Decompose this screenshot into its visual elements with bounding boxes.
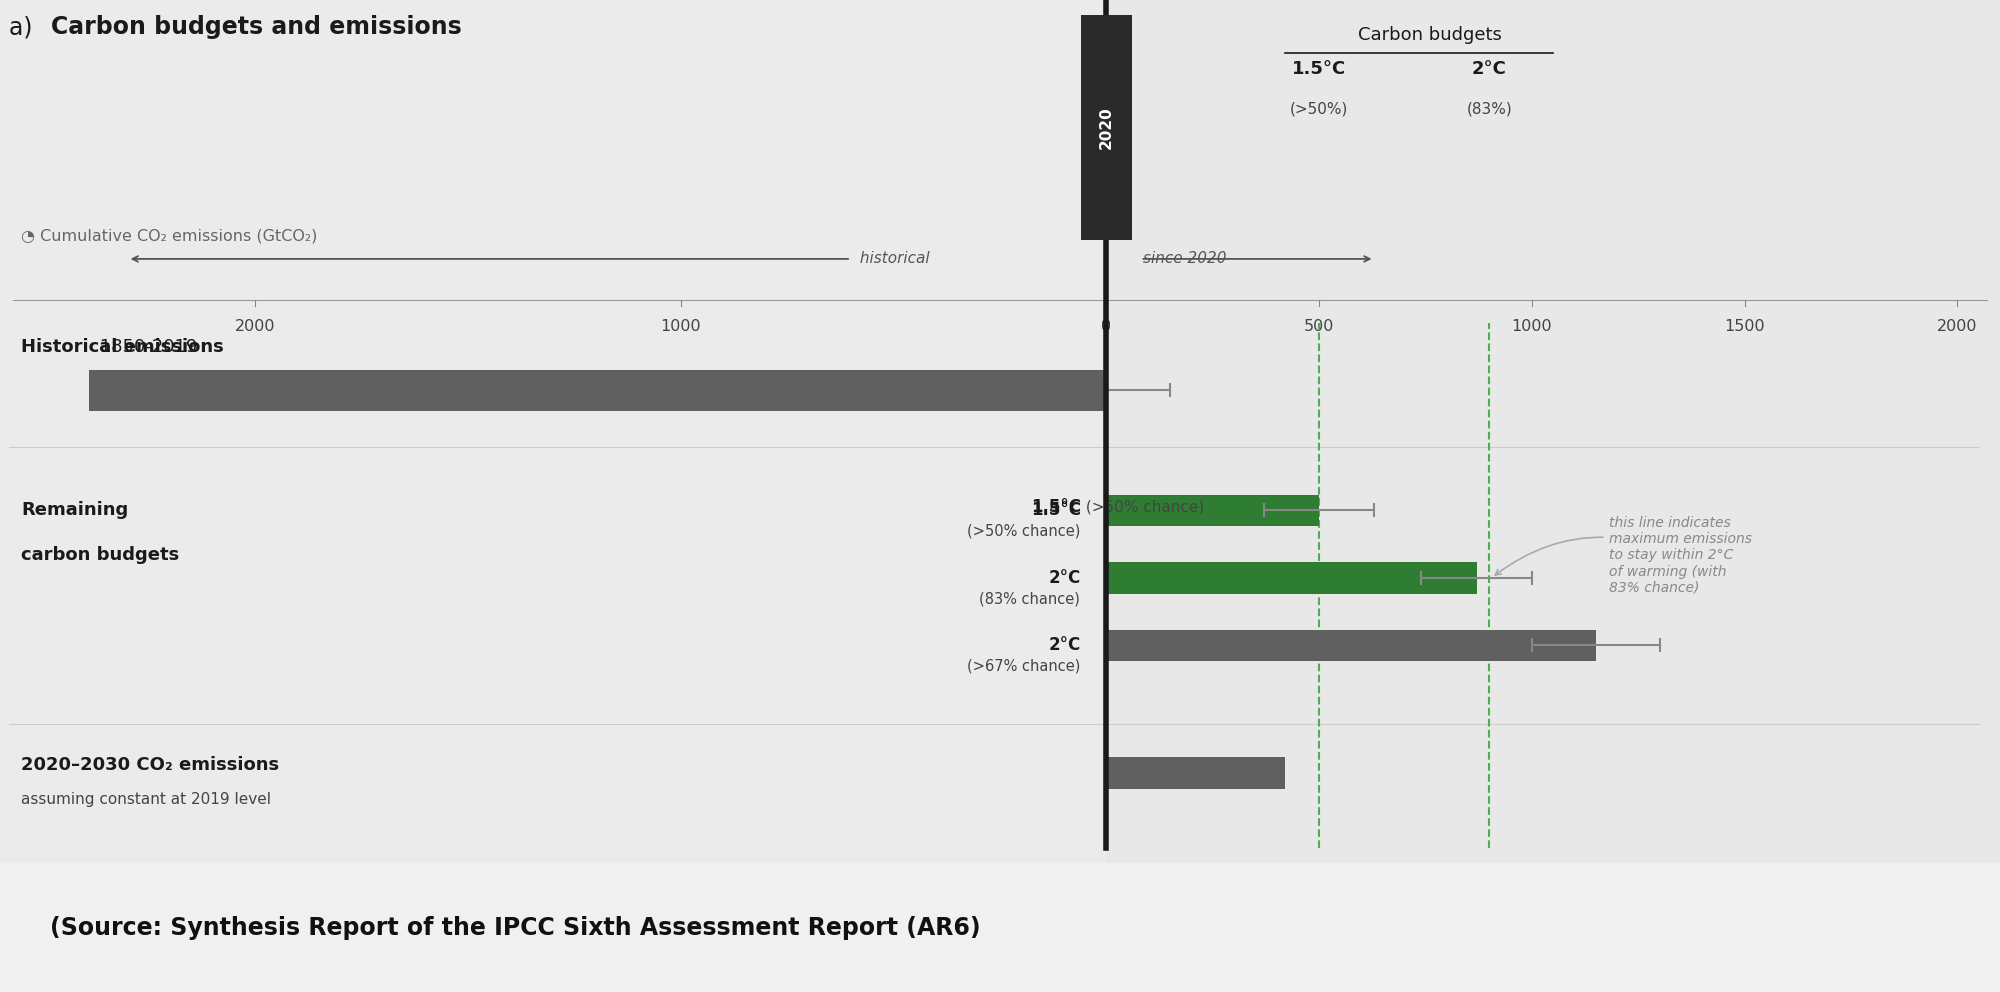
Bar <box>1106 562 1476 593</box>
Text: (83%): (83%) <box>1466 101 1512 116</box>
Text: 0: 0 <box>1102 319 1112 334</box>
Bar <box>1106 0 2000 863</box>
Text: assuming constant at 2019 level: assuming constant at 2019 level <box>22 792 272 806</box>
Text: since 2020: since 2020 <box>1142 251 1226 267</box>
Text: a): a) <box>8 15 40 39</box>
Text: 2°C: 2°C <box>1048 568 1080 587</box>
Bar <box>1106 757 1286 789</box>
FancyBboxPatch shape <box>1080 15 1132 240</box>
Text: Carbon budgets: Carbon budgets <box>1358 26 1502 45</box>
Text: 2020–2030 CO₂ emissions: 2020–2030 CO₂ emissions <box>22 757 280 775</box>
Text: 1000: 1000 <box>660 319 702 334</box>
Text: (>50% chance): (>50% chance) <box>966 524 1080 539</box>
Text: 1.5°C: 1.5°C <box>1030 498 1080 516</box>
Text: this line indicates
maximum emissions
to stay within 2°C
of warming (with
83% ch: this line indicates maximum emissions to… <box>1496 516 1752 595</box>
Text: 2000: 2000 <box>236 319 276 334</box>
Text: 2020: 2020 <box>1098 106 1114 149</box>
Text: 1.5°C: 1.5°C <box>1030 501 1080 520</box>
Text: 2°C: 2°C <box>1048 637 1080 655</box>
Text: 1000: 1000 <box>1512 319 1552 334</box>
Text: 2°C: 2°C <box>1472 61 1506 78</box>
Text: (83% chance): (83% chance) <box>980 591 1080 606</box>
Text: 1500: 1500 <box>1724 319 1764 334</box>
Text: 500: 500 <box>1304 319 1334 334</box>
Bar <box>1106 630 1596 661</box>
Text: (>50% chance): (>50% chance) <box>1080 499 1204 514</box>
Text: (Source: Synthesis Report of the IPCC Sixth Assessment Report (AR6): (Source: Synthesis Report of the IPCC Si… <box>50 916 980 939</box>
Text: Historical emissions: Historical emissions <box>22 338 224 356</box>
Text: (>50%): (>50%) <box>1290 101 1348 116</box>
Bar <box>90 370 1106 411</box>
Text: historical: historical <box>856 251 930 267</box>
Text: Carbon budgets and emissions: Carbon budgets and emissions <box>52 15 462 39</box>
Text: 1.5°C: 1.5°C <box>1292 61 1346 78</box>
Bar <box>1106 495 1320 526</box>
Text: 2000: 2000 <box>1938 319 1978 334</box>
Text: Remaining: Remaining <box>22 501 128 520</box>
Text: ◔ Cumulative CO₂ emissions (GtCO₂): ◔ Cumulative CO₂ emissions (GtCO₂) <box>22 229 318 244</box>
Text: 1850-2019: 1850-2019 <box>94 338 196 356</box>
Text: (>67% chance): (>67% chance) <box>966 659 1080 674</box>
Text: carbon budgets: carbon budgets <box>22 547 180 564</box>
Bar <box>0 0 1106 863</box>
Text: 0: 0 <box>1102 319 1112 334</box>
